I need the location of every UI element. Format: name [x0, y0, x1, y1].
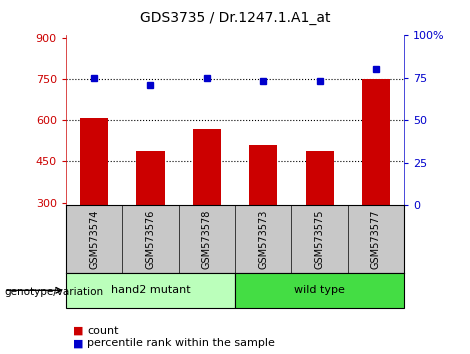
Text: GSM573576: GSM573576: [145, 209, 156, 269]
Bar: [249, 145, 277, 205]
Text: GSM573578: GSM573578: [202, 209, 212, 269]
Text: GSM573577: GSM573577: [371, 209, 381, 269]
Text: percentile rank within the sample: percentile rank within the sample: [87, 338, 275, 348]
Bar: [193, 129, 221, 205]
Text: genotype/variation: genotype/variation: [5, 287, 104, 297]
Bar: [136, 150, 164, 205]
Text: GSM573574: GSM573574: [89, 209, 99, 269]
Text: wild type: wild type: [294, 285, 345, 295]
Text: GSM573573: GSM573573: [258, 209, 268, 269]
Bar: [235, 273, 404, 308]
Text: GDS3735 / Dr.1247.1.A1_at: GDS3735 / Dr.1247.1.A1_at: [140, 11, 330, 25]
Text: hand2 mutant: hand2 mutant: [110, 285, 190, 295]
Text: count: count: [87, 326, 118, 336]
Bar: [306, 150, 334, 205]
Bar: [80, 118, 108, 205]
Bar: [66, 273, 235, 308]
Bar: [362, 79, 390, 205]
Text: ■: ■: [73, 338, 83, 348]
Text: GSM573575: GSM573575: [314, 209, 325, 269]
Text: ■: ■: [73, 326, 83, 336]
